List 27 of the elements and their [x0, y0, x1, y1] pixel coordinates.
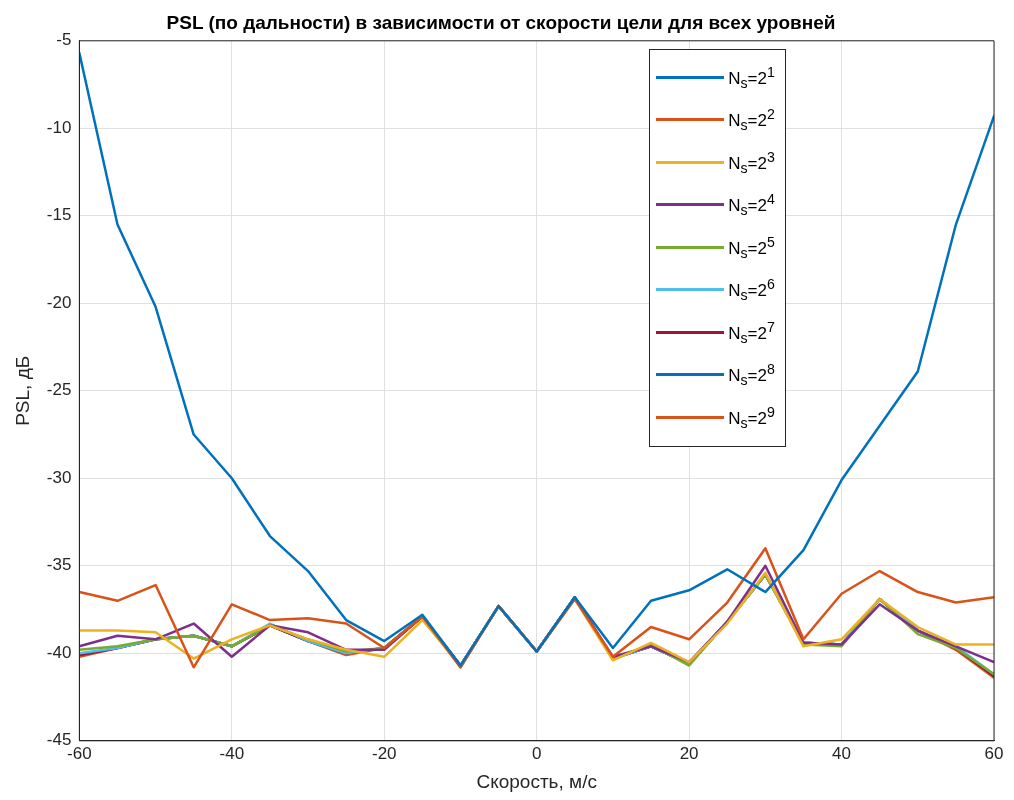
y-axis-title: PSL, дБ — [11, 355, 33, 426]
x-tick-label: 60 — [984, 743, 1004, 763]
y-tick-label: -20 — [46, 292, 72, 312]
chart-title: PSL (по дальности) в зависимости от скорости цели для всех уровней — [166, 11, 836, 33]
x-tick-label: -20 — [371, 743, 397, 763]
y-tick-label: -45 — [46, 730, 72, 750]
y-tick-label: -10 — [46, 117, 72, 137]
legend-label: N$_{s}$=2$^{5}$ — [728, 233, 775, 261]
legend-label: N$_{s}$=2$^{4}$ — [728, 191, 775, 219]
legend-label: N$_{s}$=2$^{6}$ — [728, 276, 775, 304]
legend-label: N$_{s}$=2$^{2}$ — [728, 106, 775, 134]
y-tick-label: -25 — [46, 380, 72, 400]
x-tick-label: 20 — [679, 743, 699, 763]
x-tick-label: -40 — [219, 743, 245, 763]
legend-label: N$_{s}$=2$^{9}$ — [728, 403, 775, 431]
legend-label: N$_{s}$=2$^{8}$ — [728, 361, 775, 389]
x-tick-label: 0 — [531, 743, 542, 763]
y-tick-label: -15 — [46, 205, 72, 225]
legend-label: N$_{s}$=2$^{3}$ — [728, 148, 775, 176]
y-tick-label: -35 — [46, 555, 72, 575]
x-axis-title: Скорость, м/с — [476, 770, 597, 792]
legend-label: N$_{s}$=2$^{1}$ — [728, 63, 775, 91]
y-tick-label: -40 — [46, 642, 72, 662]
y-tick-label: -5 — [56, 30, 72, 50]
y-tick-label: -30 — [46, 467, 72, 487]
x-tick-label: 40 — [832, 743, 852, 763]
legend-label: N$_{s}$=2$^{7}$ — [728, 318, 775, 346]
